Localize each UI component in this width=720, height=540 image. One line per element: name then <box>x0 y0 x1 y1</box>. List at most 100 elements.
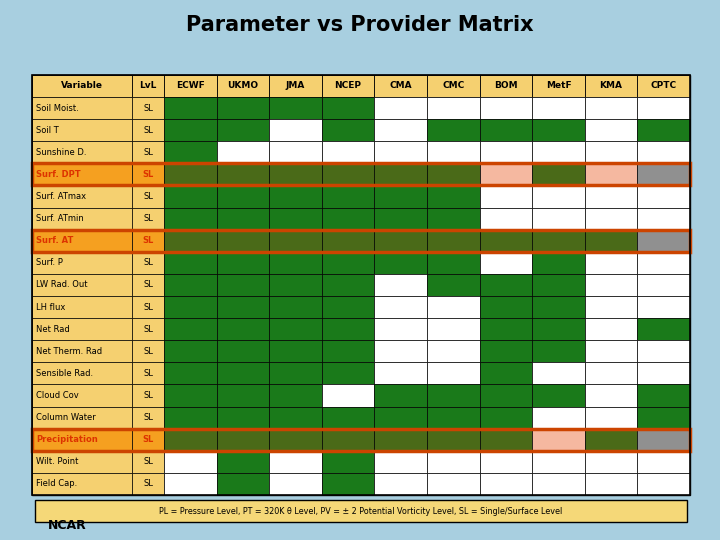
Bar <box>427 75 480 97</box>
Bar <box>217 163 269 185</box>
Text: Surf. ATmax: Surf. ATmax <box>36 192 86 201</box>
Bar <box>217 119 269 141</box>
Bar <box>164 119 217 141</box>
Bar <box>532 75 585 97</box>
Bar <box>322 451 374 473</box>
Bar <box>480 141 532 163</box>
Bar <box>132 407 164 429</box>
Bar <box>32 97 132 119</box>
Bar <box>637 75 690 97</box>
Bar <box>427 207 480 230</box>
Bar <box>269 384 322 407</box>
Text: SL: SL <box>143 214 153 223</box>
Bar <box>217 97 269 119</box>
Bar <box>637 340 690 362</box>
Bar <box>132 207 164 230</box>
Bar <box>322 274 374 296</box>
Bar <box>132 163 164 185</box>
Text: Cloud Cov: Cloud Cov <box>36 391 78 400</box>
Bar <box>217 384 269 407</box>
Bar <box>322 407 374 429</box>
Bar <box>427 252 480 274</box>
Bar <box>480 451 532 473</box>
Bar <box>374 207 427 230</box>
Bar <box>164 163 217 185</box>
Bar <box>585 163 637 185</box>
Bar <box>164 97 217 119</box>
Bar <box>32 230 132 252</box>
Bar <box>637 207 690 230</box>
Text: Column Water: Column Water <box>36 413 96 422</box>
Text: Net Therm. Rad: Net Therm. Rad <box>36 347 102 356</box>
Bar <box>585 252 637 274</box>
Bar <box>217 230 269 252</box>
Bar <box>532 185 585 207</box>
Text: SL: SL <box>143 258 153 267</box>
Bar <box>427 141 480 163</box>
Bar <box>532 207 585 230</box>
Text: Wilt. Point: Wilt. Point <box>36 457 78 467</box>
Bar <box>532 163 585 185</box>
Bar <box>269 274 322 296</box>
Text: Sensible Rad.: Sensible Rad. <box>36 369 93 378</box>
Bar <box>374 163 427 185</box>
Bar <box>480 252 532 274</box>
Bar <box>32 119 132 141</box>
Text: Soil Moist.: Soil Moist. <box>36 104 78 112</box>
Bar <box>532 429 585 451</box>
Text: SL: SL <box>143 302 153 312</box>
Bar <box>374 473 427 495</box>
Bar <box>32 252 132 274</box>
Bar <box>637 473 690 495</box>
Text: CMC: CMC <box>442 82 464 91</box>
Bar <box>322 75 374 97</box>
Bar <box>480 473 532 495</box>
Bar <box>480 75 532 97</box>
Bar <box>322 384 374 407</box>
Bar <box>217 75 269 97</box>
Bar <box>374 362 427 384</box>
Bar <box>637 141 690 163</box>
Bar <box>427 407 480 429</box>
Bar <box>637 119 690 141</box>
Text: Soil T: Soil T <box>36 126 59 134</box>
Bar <box>374 75 427 97</box>
Bar <box>480 384 532 407</box>
Bar <box>427 119 480 141</box>
Bar <box>269 75 322 97</box>
Bar <box>427 429 480 451</box>
Bar <box>269 473 322 495</box>
Bar <box>637 296 690 318</box>
Bar <box>480 340 532 362</box>
Text: PL = Pressure Level, PT = 320K θ Level, PV = ± 2 Potential Vorticity Level, SL =: PL = Pressure Level, PT = 320K θ Level, … <box>159 507 562 516</box>
Bar <box>32 429 690 451</box>
Bar <box>532 119 585 141</box>
Bar <box>480 119 532 141</box>
Bar <box>532 141 585 163</box>
Bar <box>132 75 164 97</box>
Bar <box>164 362 217 384</box>
Bar <box>132 362 164 384</box>
Bar <box>532 384 585 407</box>
Bar <box>32 230 690 252</box>
Bar <box>32 75 690 495</box>
Bar <box>637 163 690 185</box>
Bar <box>374 141 427 163</box>
Bar <box>217 362 269 384</box>
Bar <box>637 230 690 252</box>
Bar <box>374 252 427 274</box>
Text: LW Rad. Out: LW Rad. Out <box>36 280 88 289</box>
Bar <box>585 296 637 318</box>
Bar <box>217 451 269 473</box>
Text: SL: SL <box>143 325 153 334</box>
Bar <box>532 296 585 318</box>
Bar <box>164 141 217 163</box>
Bar <box>585 362 637 384</box>
Bar <box>164 340 217 362</box>
Bar <box>374 429 427 451</box>
Bar <box>322 207 374 230</box>
Bar <box>217 296 269 318</box>
Bar <box>164 451 217 473</box>
Bar <box>427 318 480 340</box>
Bar <box>427 274 480 296</box>
